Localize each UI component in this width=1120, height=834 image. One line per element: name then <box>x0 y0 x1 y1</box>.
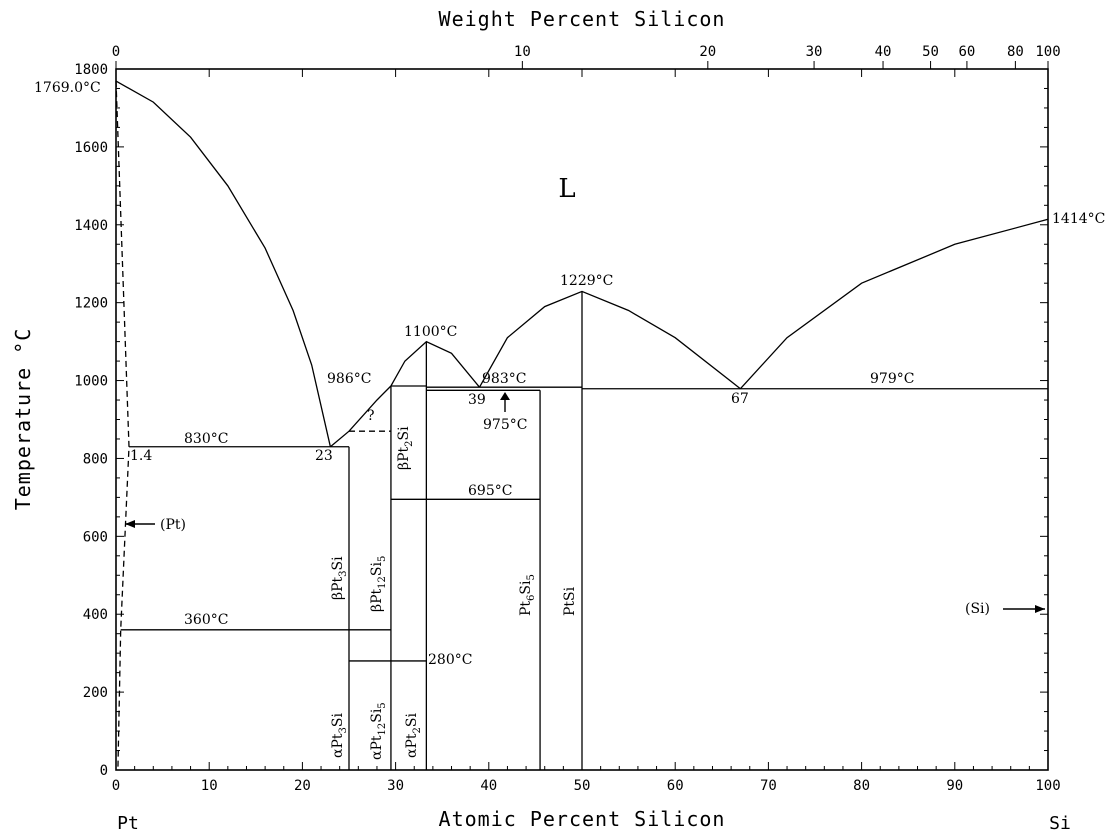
phase-pt6si5: Pt6Si5 <box>518 574 537 616</box>
top-tick-label: 10 <box>514 44 531 60</box>
x-tick-label: 80 <box>853 778 870 794</box>
left-endmember-label: Pt <box>117 813 139 834</box>
arrow-975 <box>500 392 510 412</box>
invariant-695-label: 695°C <box>468 483 512 499</box>
ptsi-melting-label: 1229°C <box>560 273 613 289</box>
top-tick-label: 50 <box>922 44 939 60</box>
eutectic-39-label: 39 <box>468 392 486 408</box>
x-tick-label: 70 <box>760 778 777 794</box>
solubility-label: 1.4 <box>130 448 152 464</box>
phase-beta-pt2si: βPt2Si <box>396 426 415 470</box>
x-tick-label: 0 <box>112 778 120 794</box>
right-endmember-label: Si <box>1049 813 1071 834</box>
phase-alpha-pt12si5: αPt12Si5 <box>369 702 388 760</box>
axis-tick-labels: 0 10 20 30 40 50 60 70 80 90 100020040060080010001… <box>74 44 1060 794</box>
solvus-dashed <box>115 81 130 771</box>
phase-beta-pt3si: βPt3Si <box>330 556 349 600</box>
x-tick-label: 10 <box>201 778 218 794</box>
eutectic-67-label: 67 <box>731 391 749 407</box>
si-phase-marker: (Si) <box>965 601 1045 617</box>
x-tick-label: 100 <box>1035 778 1060 794</box>
phase-beta-pt12si5: βPt12Si5 <box>369 556 388 612</box>
svg-text:(Pt): (Pt) <box>160 517 186 533</box>
y-tick-label: 400 <box>83 607 108 623</box>
liquidus-curve <box>739 218 1049 390</box>
bottom-axis-title: Atomic Percent Silicon <box>439 807 726 831</box>
top-tick-label: 0 <box>112 44 120 60</box>
y-tick-label: 800 <box>83 451 108 467</box>
top-tick-label: 60 <box>958 44 975 60</box>
axis-ticks <box>115 61 1049 771</box>
top-tick-label: 30 <box>806 44 823 60</box>
top-tick-label: 40 <box>875 44 892 60</box>
pt-melting-label: 1769.0°C <box>34 80 101 96</box>
y-tick-label: 1600 <box>74 140 108 156</box>
x-tick-label: 60 <box>667 778 684 794</box>
svg-text:(Si): (Si) <box>965 601 990 617</box>
x-tick-label: 30 <box>387 778 404 794</box>
y-tick-label: 1400 <box>74 218 108 234</box>
top-tick-label: 80 <box>1007 44 1024 60</box>
y-tick-label: 1000 <box>74 374 108 390</box>
x-tick-label: 90 <box>946 778 963 794</box>
liquidus-curve <box>390 340 481 388</box>
y-tick-label: 200 <box>83 685 108 701</box>
top-tick-label: 100 <box>1035 44 1060 60</box>
invariant-280-label: 280°C <box>428 652 472 668</box>
pt-phase-marker: (Pt) <box>125 517 186 533</box>
liquid-label: L <box>558 174 575 204</box>
invariant-983-label: 983°C <box>482 371 526 387</box>
phase-ptsi: PtSi <box>562 586 578 616</box>
invariant-986-label: 986°C <box>327 371 371 387</box>
invariant-979-label: 979°C <box>870 371 914 387</box>
y-tick-label: 1200 <box>74 296 108 312</box>
x-tick-label: 50 <box>574 778 591 794</box>
invariant-360-label: 360°C <box>184 612 228 628</box>
y-tick-label: 1800 <box>74 62 108 78</box>
x-tick-label: 40 <box>480 778 497 794</box>
liquidus-curve <box>115 80 332 447</box>
top-axis-title: Weight Percent Silicon <box>439 7 726 31</box>
top-tick-label: 20 <box>699 44 716 60</box>
invariant-830-label: 830°C <box>184 431 228 447</box>
pt2si-melting-label: 1100°C <box>404 324 457 340</box>
phase-boundaries <box>115 80 1049 771</box>
si-melting-label: 1414°C <box>1052 211 1105 227</box>
eutectic-23-label: 23 <box>315 448 333 464</box>
invariant-975-label: 975°C <box>483 417 527 433</box>
phase-alpha-pt2si: αPt2Si <box>404 713 423 758</box>
y-tick-label: 600 <box>83 529 108 545</box>
liquidus-curve <box>329 385 392 448</box>
uncertain-mark: ? <box>367 408 375 424</box>
x-tick-label: 20 <box>294 778 311 794</box>
y-tick-label: 0 <box>100 763 108 779</box>
y-axis-title: Temperature °C <box>11 328 35 511</box>
phase-alpha-pt3si: αPt3Si <box>330 713 349 758</box>
